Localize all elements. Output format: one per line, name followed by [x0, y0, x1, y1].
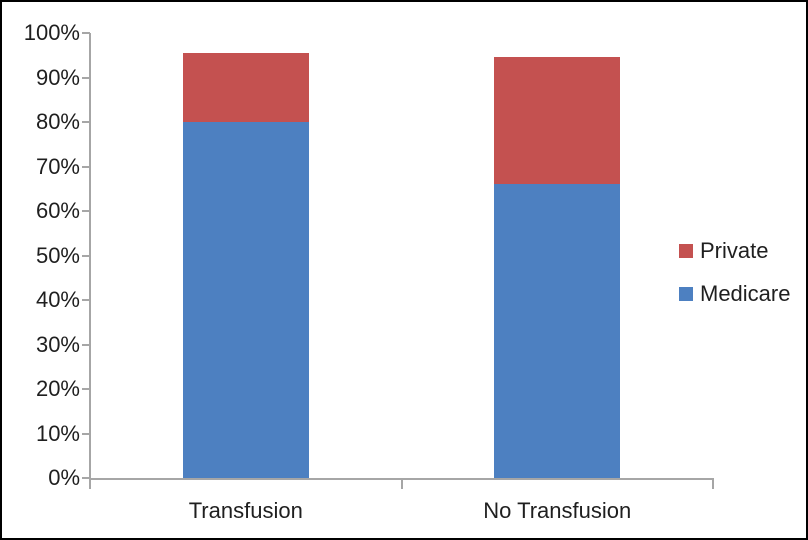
y-tick-label-60: 60% — [35, 198, 80, 223]
y-tick-10 — [82, 432, 90, 435]
y-tick-label-70: 70% — [35, 153, 80, 179]
legend-swatch-medicare — [679, 287, 693, 301]
legend-swatch-private — [679, 244, 693, 258]
y-tick-label-10: 10% — [35, 420, 80, 446]
y-tick-50 — [82, 254, 90, 257]
legend-label-medicare: Medicare — [700, 281, 791, 306]
y-tick-label-80: 80% — [35, 109, 80, 134]
y-tick-80 — [82, 121, 90, 123]
y-tick-100 — [82, 32, 90, 34]
y-tick-90 — [82, 76, 90, 79]
bar-segment-private-no-transfusion — [494, 57, 621, 185]
x-category-label-transfusion: Transfusion — [188, 498, 303, 523]
y-tick-label-90: 90% — [35, 64, 80, 90]
bar-segment-medicare-no-transfusion — [494, 184, 621, 478]
y-tick-60 — [82, 210, 90, 212]
y-tick-40 — [82, 299, 90, 301]
legend-item-private: Private — [679, 238, 769, 263]
legend-item-medicare: Medicare — [679, 281, 791, 306]
x-tick-1 — [712, 478, 714, 489]
y-tick-0 — [82, 477, 90, 479]
y-tick-label-40: 40% — [35, 287, 80, 312]
bar-segment-private-transfusion — [182, 53, 309, 122]
bar-segment-medicare-transfusion — [182, 122, 309, 478]
y-tick-70 — [82, 165, 90, 168]
legend-label-private: Private — [700, 238, 769, 263]
y-axis-line — [89, 33, 91, 489]
x-tick-0 — [400, 478, 403, 489]
y-tick-label-0: 0% — [48, 465, 80, 490]
y-tick-20 — [82, 388, 90, 390]
y-tick-label-50: 50% — [35, 242, 80, 268]
y-tick-label-100: 100% — [23, 20, 80, 45]
y-tick-label-20: 20% — [35, 376, 80, 401]
y-tick-label-30: 30% — [35, 331, 80, 357]
y-tick-30 — [82, 343, 90, 346]
x-category-label-no-transfusion: No Transfusion — [483, 498, 632, 523]
